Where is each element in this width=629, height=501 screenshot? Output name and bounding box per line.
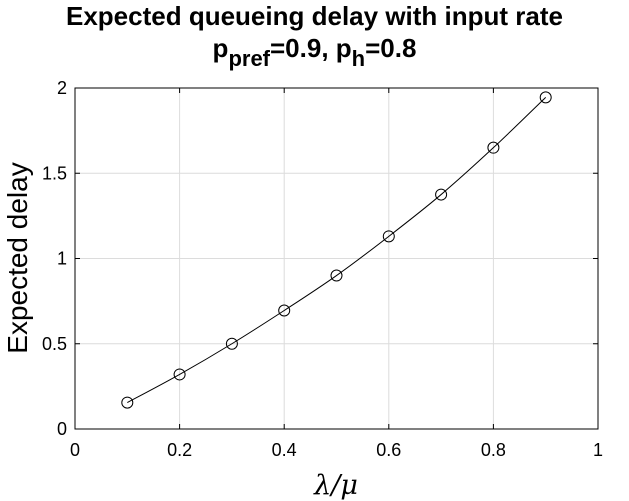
y-axis-label: Expected delay: [2, 162, 33, 353]
series-layer: [121, 91, 552, 409]
x-tick-label: 0.4: [272, 440, 297, 460]
title-p-pref-sub: pref: [228, 46, 270, 71]
x-tick-label: 0.6: [376, 440, 401, 460]
x-tick-label: 0: [70, 440, 80, 460]
y-tick-label: 1: [57, 249, 67, 269]
data-point-marker: [121, 396, 134, 409]
title-p-h-value: =0.8: [365, 33, 417, 63]
data-point-marker: [278, 304, 291, 317]
title-line-1: Expected queueing delay with input rate: [66, 1, 563, 31]
title-p-pref-base: p: [212, 33, 229, 63]
title-line-2: ppref=0.9, ph=0.8: [0, 33, 629, 70]
series-line: [127, 97, 547, 404]
data-point-marker: [382, 230, 395, 243]
axis-ticks: 0 0.2 0.4 0.6 0.8 1 0 0.5 1 1.5 2: [42, 78, 603, 460]
title-p-h-base: p: [335, 33, 352, 63]
x-tick-label: 0.8: [481, 440, 506, 460]
x-axis-label: λ/μ: [313, 470, 358, 501]
data-point-marker: [225, 337, 238, 350]
data-point-marker: [539, 91, 552, 104]
data-point-marker: [330, 269, 343, 282]
y-tick-label: 2: [57, 78, 67, 98]
y-tick-label: 1.5: [42, 163, 67, 183]
y-tick-label: 0: [57, 419, 67, 439]
x-tick-label: 0.2: [167, 440, 192, 460]
title-p-pref-value: =0.9,: [270, 33, 336, 63]
title-p-h-sub: h: [351, 46, 366, 71]
grid-lines: [75, 88, 598, 429]
data-point-marker: [435, 188, 448, 201]
y-tick-label: 0.5: [42, 334, 67, 354]
chart-title: Expected queueing delay with input rate …: [0, 0, 629, 70]
x-tick-label: 1: [593, 440, 603, 460]
data-point-marker: [487, 141, 500, 154]
data-point-marker: [173, 368, 186, 381]
